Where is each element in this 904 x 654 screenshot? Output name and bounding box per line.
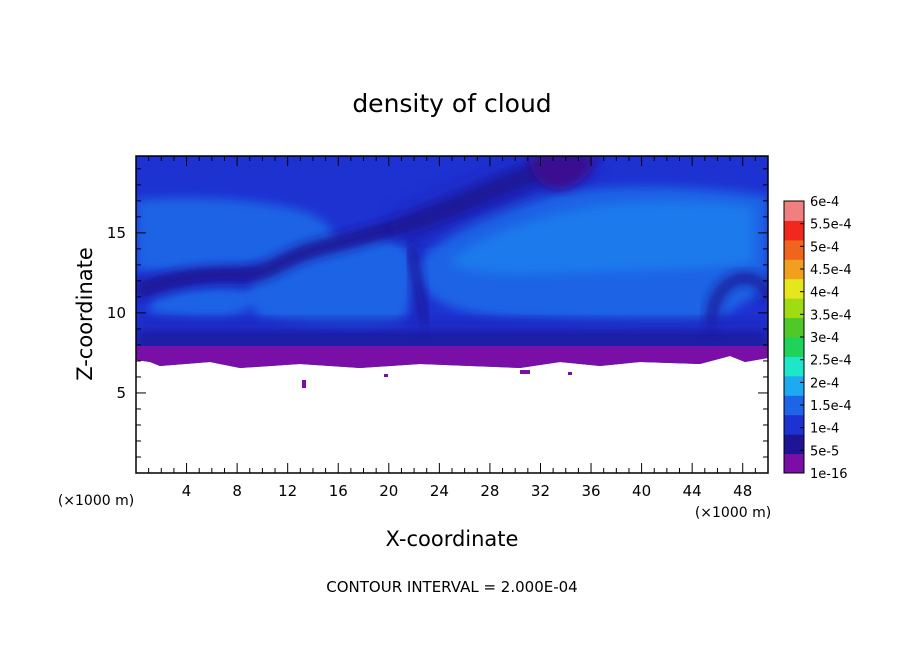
colorbar-swatch — [784, 414, 804, 435]
colorbar-label: 5.5e-4 — [810, 218, 852, 233]
colorbar-swatch — [784, 259, 804, 280]
right-core-inner — [450, 202, 752, 274]
left-core — [150, 287, 254, 317]
colorbar-label: 3e-4 — [810, 331, 839, 346]
x-tick-label: 12 — [278, 482, 297, 500]
x-tick-label: 44 — [683, 482, 702, 500]
colorbar-swatch — [784, 220, 804, 241]
colorbar-label: 3.5e-4 — [810, 308, 852, 323]
contour-interval-note: CONTOUR INTERVAL = 2.000E-04 — [326, 578, 577, 596]
z-axis-ticks: 5 10 15 — [107, 168, 768, 458]
z-tick-label: 15 — [107, 224, 126, 242]
colorbar-label: 4.5e-4 — [810, 263, 852, 278]
x-axis-label: X-coordinate — [386, 527, 519, 551]
density-field — [136, 156, 768, 473]
x-tick-label: 20 — [379, 482, 398, 500]
right-edge-swirl — [705, 271, 768, 335]
x-unit-label: (×1000 m) — [695, 505, 771, 521]
colorbar-label: 1e-4 — [810, 422, 839, 437]
colorbar-swatch — [784, 337, 804, 357]
x-axis-ticks: 4 8 12 16 20 24 28 32 36 40 44 48 — [148, 156, 756, 500]
colorbar-swatch — [784, 356, 804, 377]
colorbar-label: 1e-16 — [810, 467, 848, 482]
z-tick-label: 10 — [107, 304, 126, 322]
colorbar-swatch — [784, 298, 804, 319]
colorbar-swatch — [784, 375, 804, 396]
colorbar-label: 5e-5 — [810, 444, 839, 459]
colorbar-label: 5e-4 — [810, 240, 839, 255]
colorbar-label: 1.5e-4 — [810, 399, 852, 414]
x-tick-label: 32 — [531, 482, 550, 500]
lower-band-2 — [136, 332, 768, 348]
colorbar-swatch — [784, 453, 804, 474]
x-tick-label: 28 — [480, 482, 499, 500]
colorbar-swatch — [784, 201, 804, 221]
x-tick-label: 4 — [182, 482, 192, 500]
x-tick-label: 24 — [430, 482, 449, 500]
colorbar-label: 2.5e-4 — [810, 354, 852, 369]
z-tick-label: 5 — [116, 384, 126, 402]
colorbar-label: 2e-4 — [810, 376, 839, 391]
colorbar-swatch — [784, 395, 804, 416]
colorbar-swatch — [784, 278, 804, 299]
z-unit-label: (×1000 m) — [58, 493, 134, 509]
x-tick-label: 36 — [581, 482, 600, 500]
chart-title: density of cloud — [352, 89, 551, 118]
x-tick-label: 40 — [632, 482, 651, 500]
colorbar-label: 6e-4 — [810, 195, 839, 210]
colorbar-swatch — [784, 239, 804, 260]
colorbar-label: 4e-4 — [810, 286, 839, 301]
cloud-base-layer — [136, 346, 768, 368]
colorbar: 1e-16 5e-5 1e-4 1.5e-4 2e-4 2.5e-4 3e-4 3.5e-4 4… — [783, 195, 852, 482]
filament-top — [529, 156, 598, 190]
colorbar-swatch — [784, 434, 804, 455]
x-tick-label: 48 — [733, 482, 752, 500]
z-axis-label: Z-coordinate — [73, 247, 97, 381]
colorbar-swatch — [784, 317, 804, 338]
lower-band-1 — [136, 318, 768, 334]
x-tick-label: 16 — [329, 482, 348, 500]
x-tick-label: 8 — [232, 482, 242, 500]
